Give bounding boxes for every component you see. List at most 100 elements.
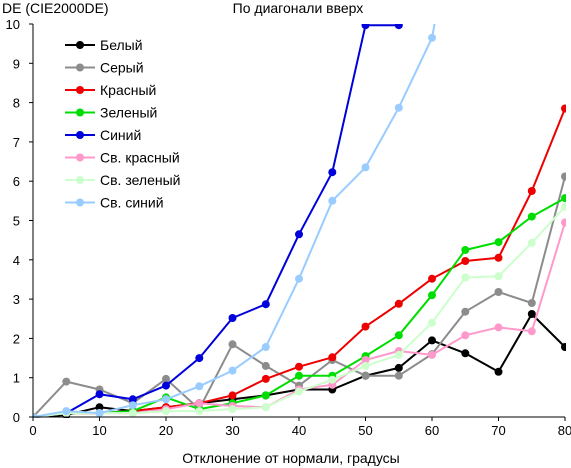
data-point xyxy=(461,246,470,254)
legend-swatch-marker xyxy=(76,176,84,184)
data-point xyxy=(228,405,237,414)
data-point xyxy=(261,300,270,309)
data-point xyxy=(295,387,303,396)
y-tick-label: 9 xyxy=(13,56,20,71)
data-point xyxy=(494,323,503,332)
data-point xyxy=(494,272,503,281)
legend-swatch-marker xyxy=(76,86,84,94)
data-point xyxy=(361,24,370,30)
data-point xyxy=(494,238,503,247)
data-point xyxy=(461,257,470,265)
data-point xyxy=(428,274,436,283)
data-point xyxy=(162,395,170,404)
data-point xyxy=(561,218,566,227)
axes-layer: 0 10 20 30 40 50 60 70 80 0 1 2 3 4 5 6 7 8 9 10 xyxy=(6,17,571,438)
legend-item: Зеленый xyxy=(65,105,157,121)
series-overflow-line xyxy=(431,24,436,38)
legend-label: Синий xyxy=(100,127,141,143)
data-point xyxy=(394,350,403,359)
data-point xyxy=(228,366,237,375)
legend-swatch-marker xyxy=(76,41,84,49)
y-tick-label: 0 xyxy=(13,410,20,425)
data-point xyxy=(195,399,204,408)
data-point xyxy=(394,103,403,112)
data-point xyxy=(162,374,170,383)
data-point xyxy=(195,407,204,416)
data-point xyxy=(128,409,137,418)
series-line xyxy=(33,176,566,418)
y-tick-label: 2 xyxy=(13,331,20,346)
chart-title: По диагонали вверх xyxy=(233,0,364,16)
data-point xyxy=(527,238,536,247)
data-point xyxy=(228,340,237,349)
data-point xyxy=(195,354,204,363)
legend-item: Св. синий xyxy=(65,195,164,211)
data-point xyxy=(561,172,566,181)
data-point xyxy=(494,367,503,376)
data-point xyxy=(328,375,337,384)
x-tick-label: 70 xyxy=(491,423,505,438)
data-point xyxy=(527,299,536,307)
data-point xyxy=(394,331,403,340)
legend-item: Серый xyxy=(65,60,144,76)
data-point xyxy=(261,391,270,400)
data-point xyxy=(394,363,403,372)
data-point xyxy=(361,371,370,380)
data-point xyxy=(295,230,303,239)
data-point xyxy=(95,390,104,399)
data-point xyxy=(62,407,71,416)
data-point xyxy=(428,336,436,345)
data-point xyxy=(461,349,470,358)
x-tick-label: 80 xyxy=(558,423,571,438)
y-tick-label: 7 xyxy=(13,135,20,150)
data-point xyxy=(361,361,370,370)
x-tick-label: 20 xyxy=(159,423,173,438)
data-point xyxy=(428,350,436,359)
data-point xyxy=(361,356,370,364)
legend: Белый Серый Красный Зеленый Синий Св. красный… xyxy=(65,37,180,211)
data-point xyxy=(527,327,536,336)
data-point xyxy=(295,362,303,371)
legend-swatch-marker xyxy=(76,198,84,207)
data-point xyxy=(162,407,170,416)
y-tick-label: 3 xyxy=(13,292,20,307)
x-tick-label: 40 xyxy=(292,423,306,438)
legend-swatch-marker xyxy=(76,108,84,117)
legend-item: Св. зеленый xyxy=(65,172,180,188)
legend-item: Белый xyxy=(65,37,143,53)
data-point xyxy=(162,381,170,390)
data-point xyxy=(461,331,470,340)
data-point xyxy=(494,253,503,262)
data-point xyxy=(561,202,566,211)
y-tick-label: 8 xyxy=(13,96,20,111)
data-point xyxy=(461,273,470,282)
data-point xyxy=(228,391,237,400)
data-point xyxy=(561,104,566,113)
legend-item: Св. красный xyxy=(65,150,180,166)
x-tick-label: 0 xyxy=(29,423,36,438)
data-point xyxy=(128,395,137,404)
data-point xyxy=(328,353,337,362)
data-point xyxy=(428,318,436,327)
series-5 xyxy=(33,24,403,418)
data-point xyxy=(228,314,237,322)
data-point xyxy=(394,299,403,308)
legend-label: Св. зеленый xyxy=(100,172,180,188)
y-tick-label: 5 xyxy=(13,214,20,229)
data-point xyxy=(95,403,104,412)
legend-label: Св. красный xyxy=(100,150,180,166)
y-tick-label: 6 xyxy=(13,174,20,189)
legend-label: Св. синий xyxy=(100,195,164,211)
data-point xyxy=(527,187,536,195)
data-point xyxy=(494,288,503,296)
x-tick-label: 30 xyxy=(225,423,239,438)
series-line xyxy=(33,37,433,418)
y-tick-label: 4 xyxy=(13,253,20,268)
x-tick-label: 60 xyxy=(425,423,439,438)
legend-label: Зеленый xyxy=(100,105,157,121)
y-axis-title: DE (CIE2000DE) xyxy=(2,0,109,16)
series-8 xyxy=(33,33,436,418)
data-point xyxy=(428,291,436,300)
data-point xyxy=(527,310,536,318)
